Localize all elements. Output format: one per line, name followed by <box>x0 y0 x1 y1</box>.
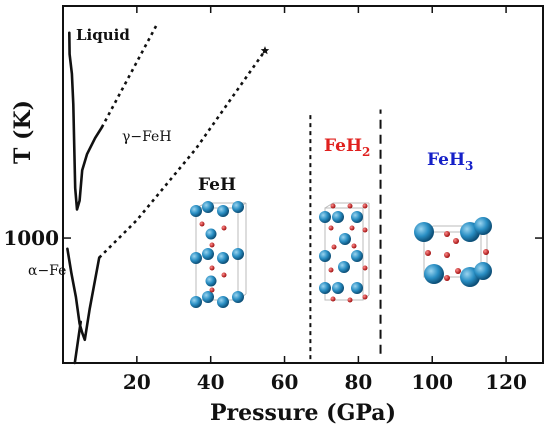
feh-crystal-structure <box>190 201 247 308</box>
feh-phase-label: FeH <box>198 175 236 195</box>
chart-markers <box>260 46 270 55</box>
phase-boundaries <box>66 23 267 365</box>
liquid-label: Liquid <box>76 26 130 44</box>
feh3-phase-label: FeH3 <box>427 150 473 173</box>
y-axis-ticks: 1000 <box>3 226 543 250</box>
phase-boundary-line <box>98 49 267 259</box>
phase-boundary-line <box>100 23 159 129</box>
feh2-label-main: FeH <box>324 136 362 156</box>
feh2-crystal-structure <box>319 202 370 303</box>
phase-boundary-line <box>66 247 101 342</box>
x-axis-title: Pressure (GPa) <box>210 400 396 426</box>
y-axis-title: T (K) <box>10 100 36 164</box>
star-marker <box>260 46 270 55</box>
x-tick-label: 100 <box>411 370 453 394</box>
phase-boundary-line <box>68 31 104 211</box>
x-tick-label: 40 <box>197 370 225 394</box>
feh3-crystal-structure <box>414 217 492 287</box>
feh2-phase-label: FeH2 <box>324 136 370 159</box>
plot-frame <box>62 5 544 364</box>
alpha-fe-label: α−Fe <box>28 263 66 279</box>
x-tick-label: 60 <box>271 370 299 394</box>
x-axis-ticks: 20 40 60 80 100 120 <box>123 6 527 394</box>
phase-separators <box>309 109 382 360</box>
phase-boundary-line <box>73 320 82 365</box>
x-tick-label: 80 <box>344 370 372 394</box>
x-tick-label: 120 <box>485 370 527 394</box>
feh3-label-main: FeH <box>427 150 465 170</box>
gamma-fe-h-label: γ−FeH <box>122 129 172 145</box>
y-tick-label: 1000 <box>3 226 59 250</box>
x-tick-label: 20 <box>123 370 151 394</box>
feh2-label-subscript: 2 <box>362 145 370 159</box>
feh3-label-subscript: 3 <box>465 159 473 173</box>
